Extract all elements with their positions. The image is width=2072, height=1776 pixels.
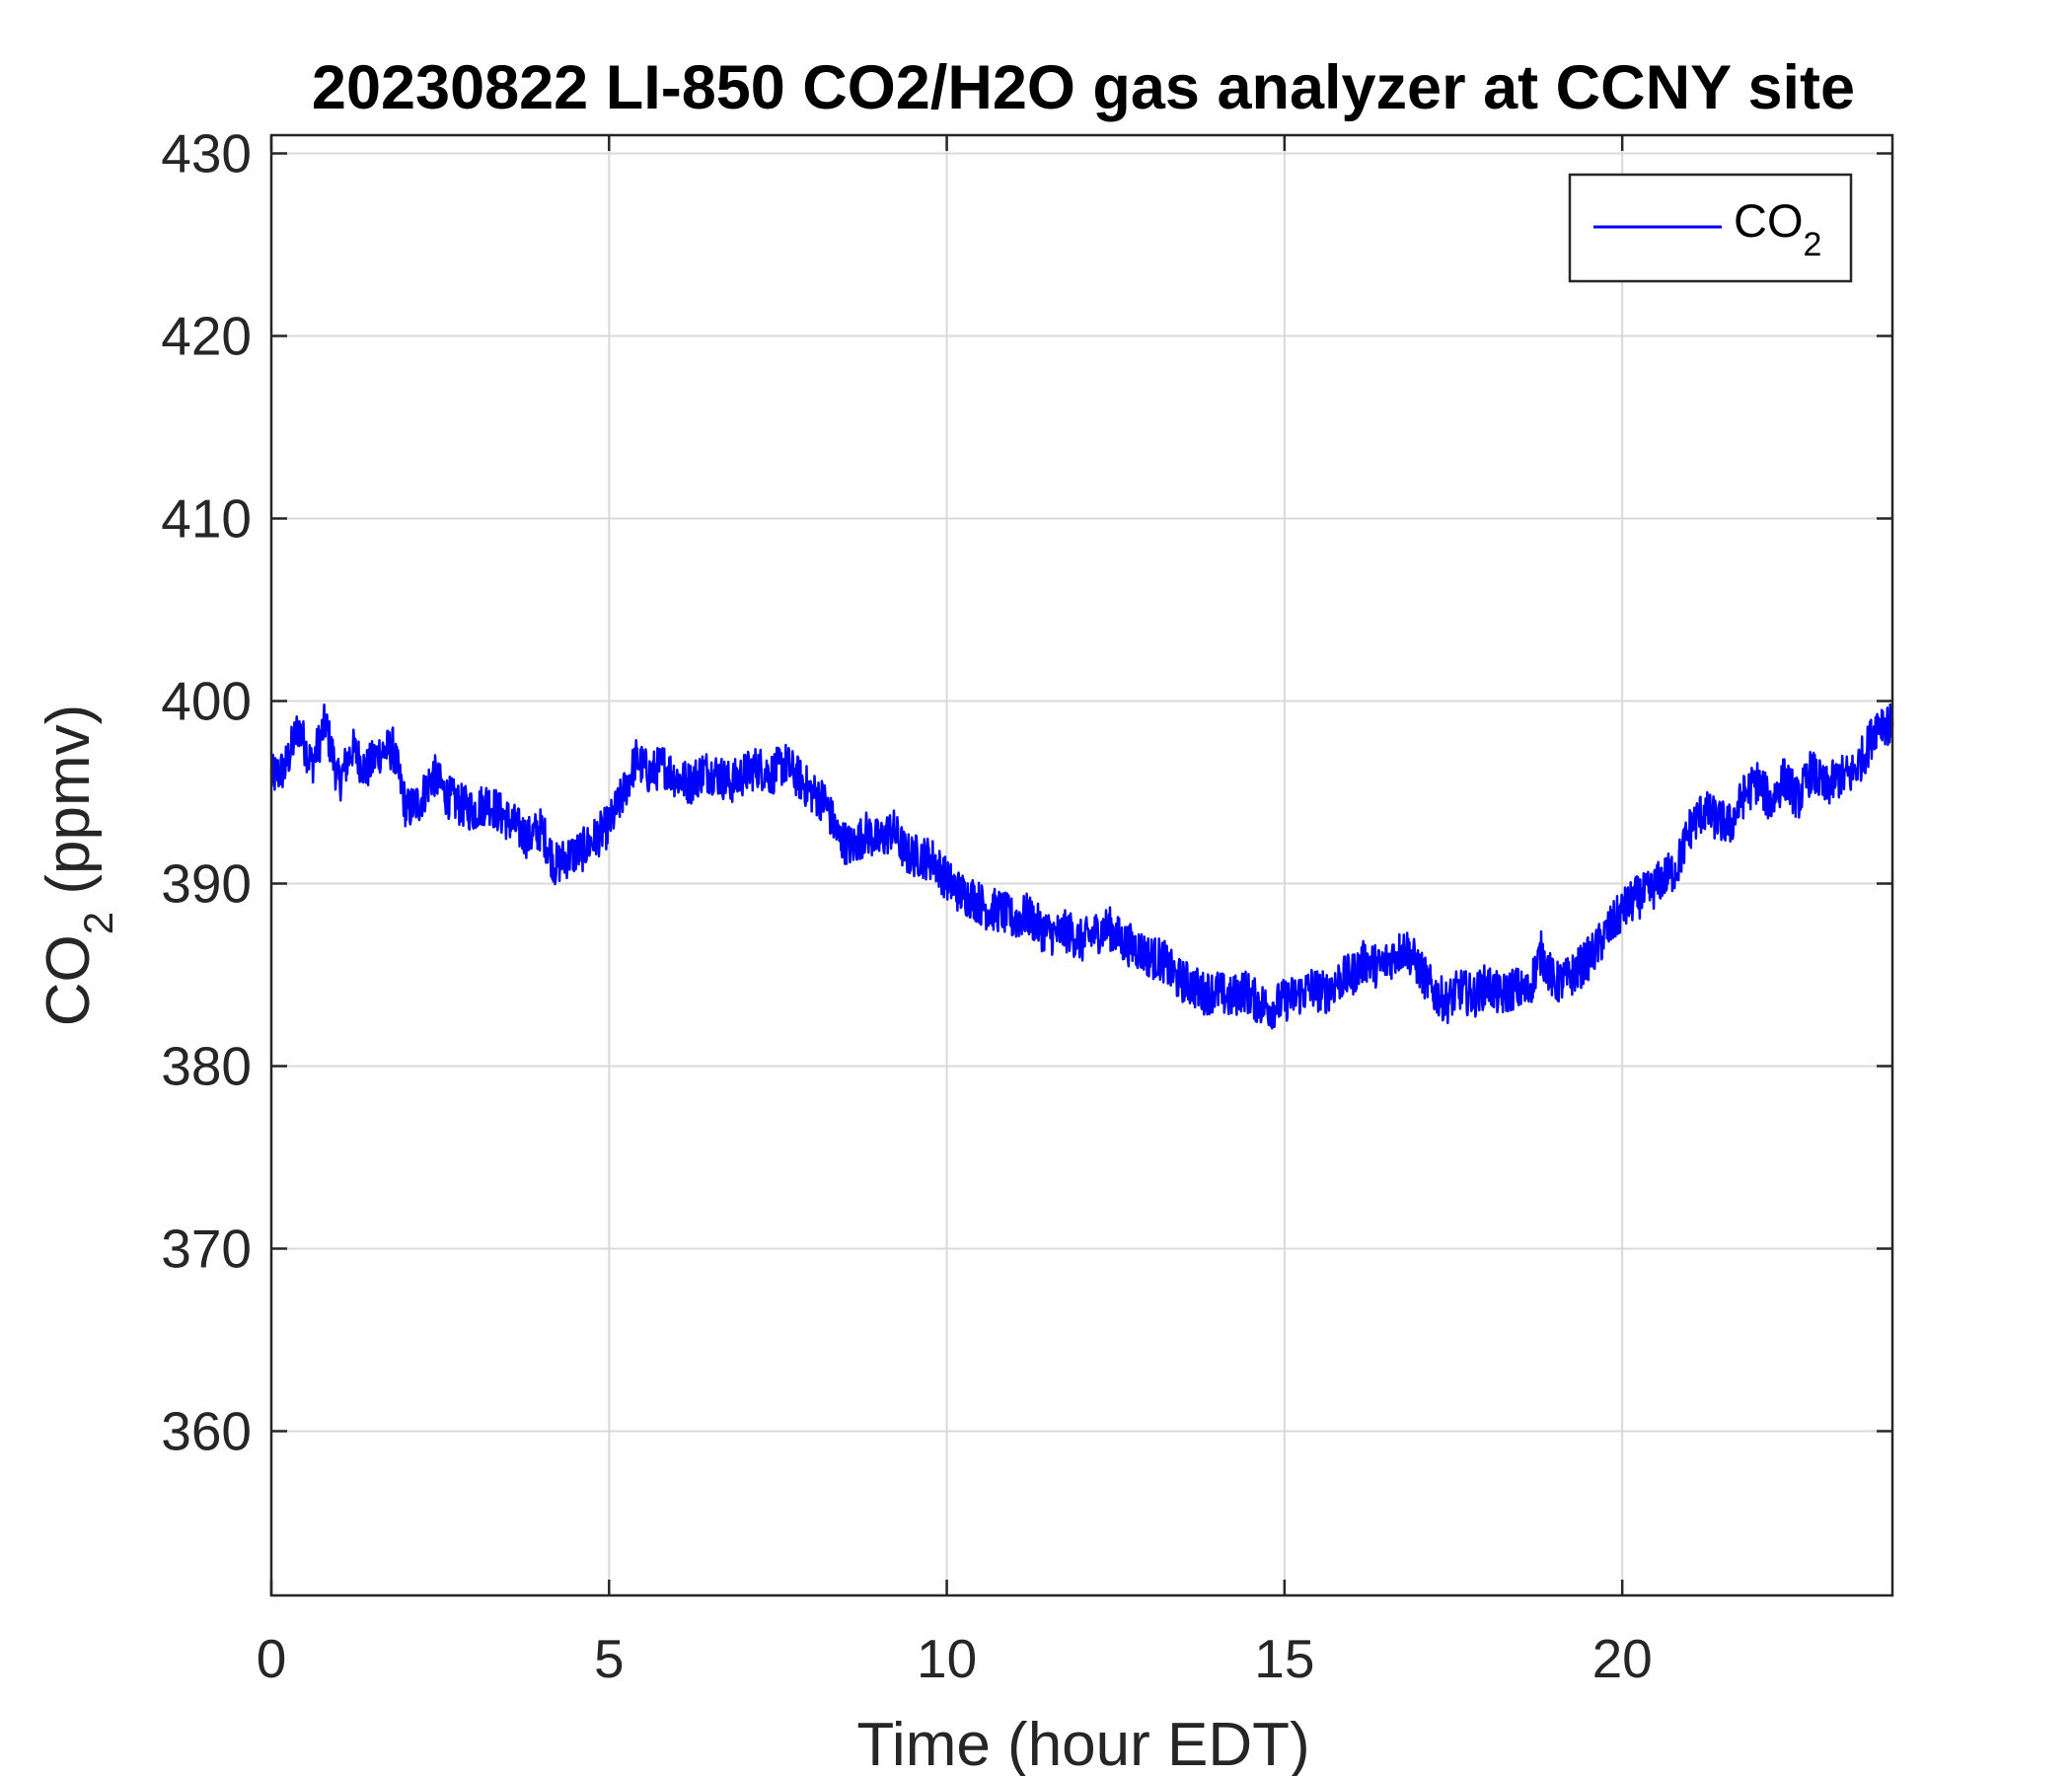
y-tick-label: 360 xyxy=(161,1401,252,1462)
chart-title: 20230822 LI-850 CO2/H2O gas analyzer at … xyxy=(312,53,1855,122)
series-layer xyxy=(269,703,1894,1030)
axes-box xyxy=(269,133,1894,1597)
y-tick-label: 400 xyxy=(161,671,252,732)
legend-entry-subscript: 2 xyxy=(1804,226,1822,263)
x-tick-labels: 0 5 10 15 20 xyxy=(257,1628,1653,1689)
x-tick-label: 10 xyxy=(917,1628,977,1689)
y-tick-label: 420 xyxy=(161,306,252,367)
y-axis-label-main: CO xyxy=(35,934,103,1026)
x-tick-label: 0 xyxy=(257,1628,287,1689)
series-line-co2 xyxy=(269,703,1894,1030)
legend-entry-main: CO xyxy=(1734,194,1804,247)
y-axis-label-units: (ppmv) xyxy=(35,704,103,912)
plot-area xyxy=(271,135,1892,1595)
y-axis-label-subscript: 2 xyxy=(75,912,121,934)
y-axis-label: CO2 (ppmv) xyxy=(35,704,121,1027)
y-tick-label: 410 xyxy=(161,488,252,550)
x-tick-label: 20 xyxy=(1592,1628,1653,1689)
legend-entry-label: CO2 xyxy=(1734,194,1821,263)
x-tick-label: 5 xyxy=(594,1628,625,1689)
y-tick-label: 380 xyxy=(161,1036,252,1097)
legend: CO2 xyxy=(1568,173,1853,283)
x-tick-label: 15 xyxy=(1254,1628,1314,1689)
y-tick-label: 370 xyxy=(161,1219,252,1280)
y-tick-label: 430 xyxy=(161,123,252,185)
x-axis-label: Time (hour EDT) xyxy=(856,1711,1309,1776)
y-tick-label: 390 xyxy=(161,853,252,915)
y-tick-labels: 360 370 380 390 400 410 420 430 xyxy=(161,123,252,1462)
